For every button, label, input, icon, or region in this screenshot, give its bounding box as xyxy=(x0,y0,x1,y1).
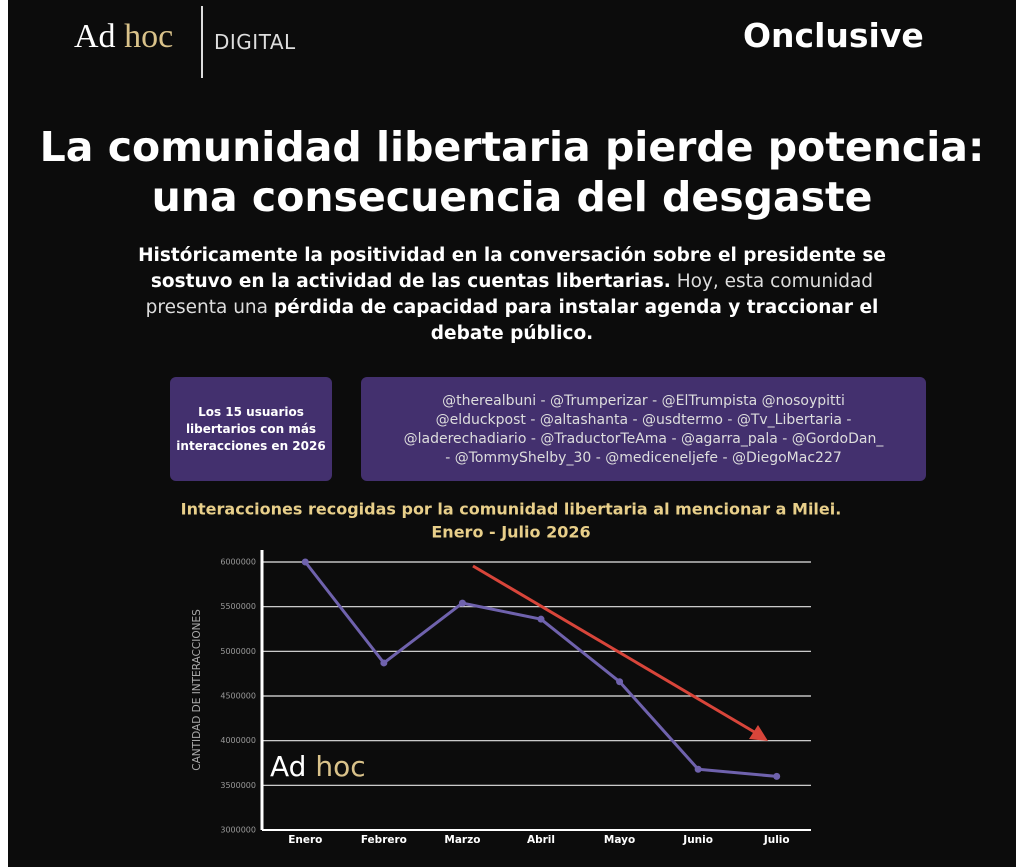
divider xyxy=(201,6,203,78)
users-line: - @TommyShelby_30 - @mediceneljefe - @Di… xyxy=(445,450,842,466)
data-point xyxy=(301,558,309,566)
intro-bold: Históricamente la positividad en la conv… xyxy=(138,245,886,292)
watermark: Ad hoc xyxy=(270,750,366,783)
logo-ad: Ad xyxy=(74,18,116,55)
x-tick-label: Enero xyxy=(288,834,322,846)
y-tick-label: 6000000 xyxy=(220,558,256,567)
x-tick-label: Julio xyxy=(763,834,790,846)
watermark-ad: Ad xyxy=(270,750,306,783)
users-list-box: @therealbuni - @Trumperizar - @ElTrumpis… xyxy=(361,377,926,481)
chart-title: Enero - Julio 2026 xyxy=(431,523,590,542)
intro-bold: pérdida de capacidad para instalar agend… xyxy=(273,297,879,344)
intro-text: Hoy, esta comunidad presenta una xyxy=(145,271,874,318)
y-tick-label: 5500000 xyxy=(220,602,256,611)
title-line: una consecuencia del desgaste xyxy=(151,173,873,221)
data-point xyxy=(694,765,702,773)
users-line: @laderechadiario - @TraductorTeAma - @ag… xyxy=(403,431,884,447)
logo: Ad hoc xyxy=(74,18,173,56)
title: La comunidad libertaria pierde potencia:… xyxy=(8,122,1016,222)
x-tick-label: Mayo xyxy=(604,834,635,846)
y-axis-label: CANTIDAD DE INTERACCIONES xyxy=(191,609,203,771)
trend-arrow xyxy=(472,564,757,735)
logo-digital: DIGITAL xyxy=(214,30,296,54)
chart: Interacciones recogidas por la comunidad… xyxy=(181,500,842,847)
intro: Históricamente la positividad en la conv… xyxy=(126,243,898,347)
logo-hoc: hoc xyxy=(124,18,174,55)
users-label: Los 15 usuarios libertarios con más inte… xyxy=(176,404,326,453)
x-tick-label: Marzo xyxy=(444,834,480,846)
title-line: La comunidad libertaria pierde potencia: xyxy=(39,123,985,171)
data-point xyxy=(616,678,624,686)
users-line: @therealbuni - @Trumperizar - @ElTrumpis… xyxy=(442,393,845,409)
data-point xyxy=(773,772,781,780)
infographic: Ad hoc DIGITAL Onclusive La comunidad li… xyxy=(8,0,1016,867)
users-line: @elduckpost - @altashanta - @usdtermo - … xyxy=(435,412,852,428)
x-tick-label: Junio xyxy=(682,834,713,846)
series-line xyxy=(304,561,777,778)
chart-title: Interacciones recogidas por la comunidad… xyxy=(181,500,842,519)
data-point xyxy=(537,615,545,623)
data-point xyxy=(380,659,388,667)
arrow-head xyxy=(749,725,768,741)
y-tick-label: 5000000 xyxy=(220,647,256,656)
y-tick-label: 3000000 xyxy=(220,826,256,835)
watermark-hoc: hoc xyxy=(315,750,365,783)
x-tick-label: Abril xyxy=(527,834,555,846)
x-tick-label: Febrero xyxy=(361,834,407,846)
y-tick-label: 4000000 xyxy=(220,736,256,745)
partner-logo: Onclusive xyxy=(743,16,924,55)
y-tick-label: 3500000 xyxy=(220,781,256,790)
y-tick-label: 4500000 xyxy=(220,692,256,701)
users-label-box: Los 15 usuarios libertarios con más inte… xyxy=(170,377,332,481)
data-point xyxy=(458,599,466,607)
partner-name: Onclusive xyxy=(743,16,924,55)
